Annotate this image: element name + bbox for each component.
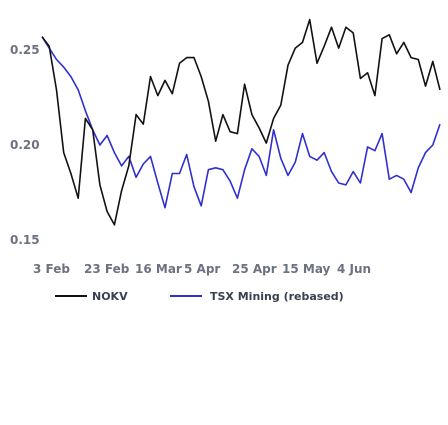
x-tick-label: 16 Mar	[135, 262, 182, 276]
legend-label-series-tsx-mining: TSX Mining (rebased)	[210, 290, 344, 303]
legend-label-series-nokv: NOKV	[92, 290, 128, 303]
x-tick-label: 5 Apr	[184, 262, 220, 276]
y-axis-ticks: 0.25 0.20 0.15	[10, 43, 40, 247]
y-tick-label: 0.25	[10, 43, 40, 57]
x-tick-label: 23 Feb	[84, 262, 130, 276]
x-tick-label: 3 Feb	[33, 262, 70, 276]
x-tick-label: 15 May	[282, 262, 331, 276]
series-line-tsx-mining	[41, 36, 441, 209]
legend: NOKV TSX Mining (rebased)	[55, 290, 344, 303]
x-tick-label: 25 Apr	[232, 262, 277, 276]
y-tick-label: 0.20	[10, 138, 40, 152]
x-axis-ticks: 3 Feb 23 Feb 16 Mar 5 Apr 25 Apr 15 May 4 Jun	[33, 262, 371, 276]
x-tick-label: 4 Jun	[337, 262, 371, 276]
y-tick-label: 0.15	[10, 233, 40, 247]
series-layer	[41, 18, 441, 226]
series-line-nokv	[41, 18, 441, 226]
